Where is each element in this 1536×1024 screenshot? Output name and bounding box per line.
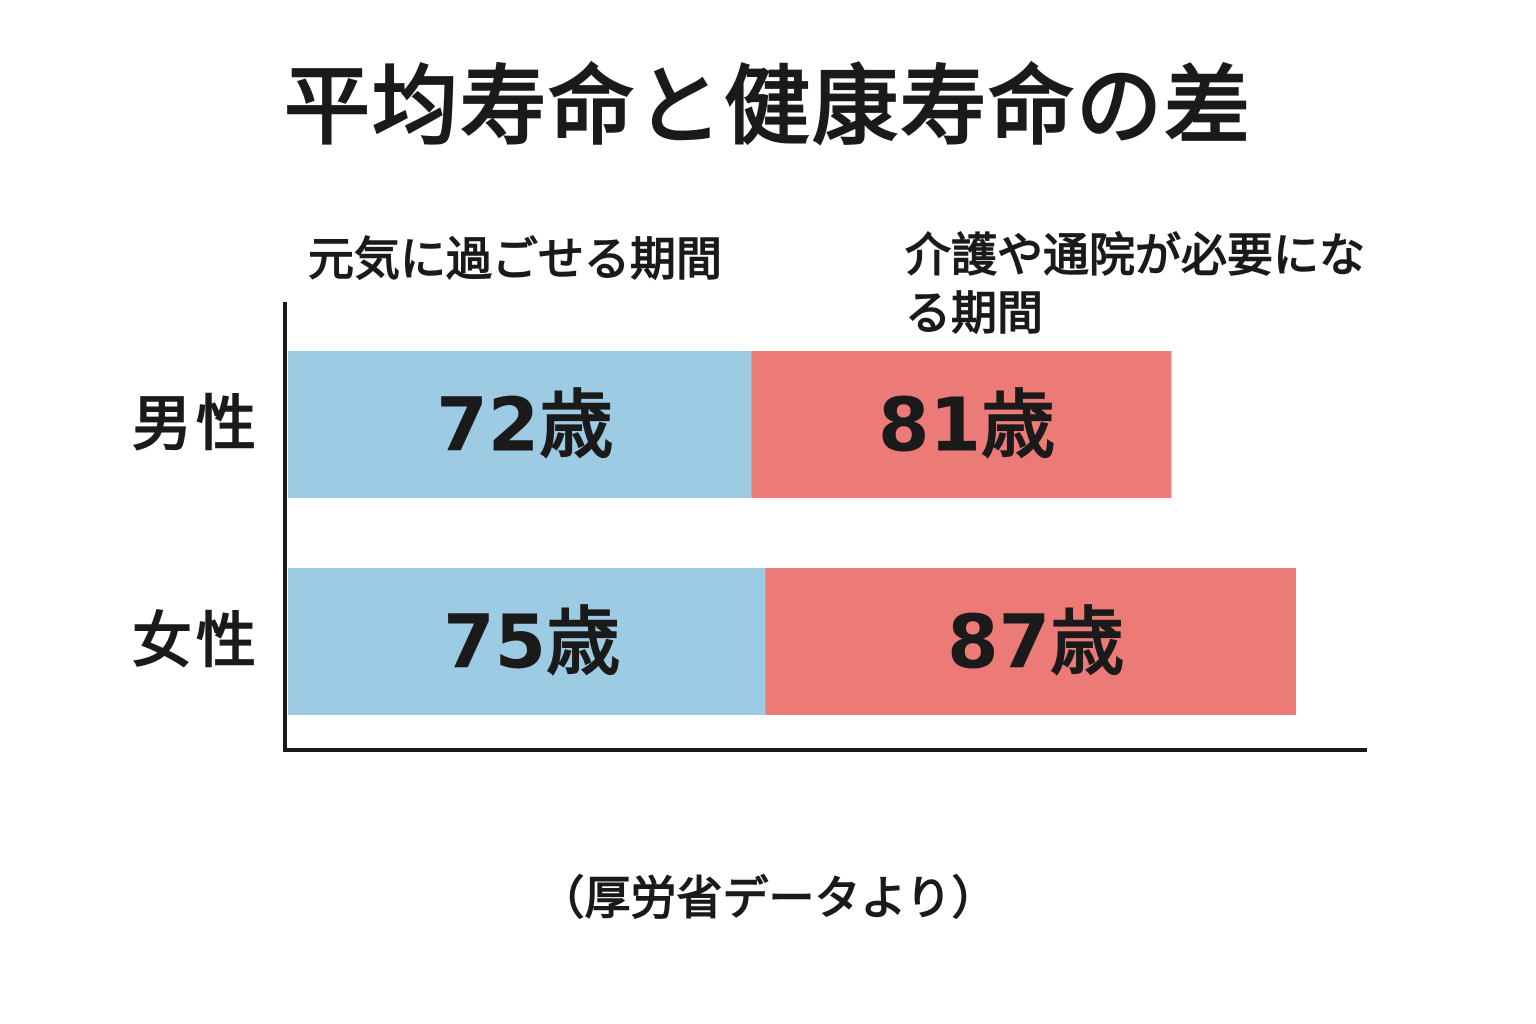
legend-label-care-period: 介護や通院が必要になる期間 <box>905 228 1365 340</box>
data-label-healthy: 75歳 <box>443 600 620 686</box>
category-label: 男性 <box>132 390 260 460</box>
bar-care-period <box>765 568 1296 715</box>
data-label-healthy: 72歳 <box>436 383 613 469</box>
bar-healthy-period <box>288 568 766 715</box>
data-label-care: 81歳 <box>878 383 1055 469</box>
data-label-care: 87歳 <box>947 600 1124 686</box>
legend-label-healthy-period: 元気に過ごせる期間 <box>308 232 722 286</box>
chart-title: 平均寿命と健康寿命の差 <box>284 57 1252 157</box>
source-note: （厚労省データより） <box>538 871 998 925</box>
bar-care-period <box>751 351 1172 498</box>
category-label: 女性 <box>132 607 260 677</box>
bar-healthy-period <box>288 351 752 498</box>
